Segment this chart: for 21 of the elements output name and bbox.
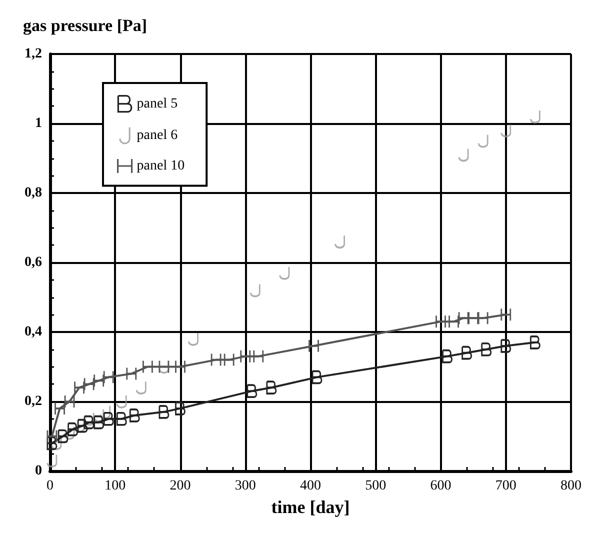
x-tick-label: 500 bbox=[365, 478, 386, 494]
x-tick-label: 600 bbox=[430, 478, 452, 494]
x-tick-label: 800 bbox=[560, 478, 582, 494]
x-tick-label: 200 bbox=[170, 478, 191, 494]
y-tick-label: 0,8 bbox=[24, 186, 42, 200]
x-tick-label: 700 bbox=[495, 478, 516, 494]
legend-label: panel 10 bbox=[136, 158, 185, 174]
legend-label: panel 5 bbox=[136, 96, 178, 112]
y-tick-label: 0,2 bbox=[24, 394, 42, 409]
y-tick-label: 0,4 bbox=[24, 324, 42, 340]
chart-title: gas pressure [Pa] bbox=[23, 16, 148, 35]
x-tick-label: 400 bbox=[300, 478, 321, 494]
x-tick-label: 100 bbox=[104, 478, 126, 494]
x-tick-label: 0 bbox=[46, 478, 54, 494]
y-tick-label: 0 bbox=[35, 464, 42, 478]
y-tick-label: 1 bbox=[35, 116, 42, 131]
x-axis-title: time [day] bbox=[271, 496, 350, 517]
x-tick-label: 300 bbox=[234, 478, 256, 494]
y-tick-label: 0,6 bbox=[24, 255, 42, 270]
legend-label: panel 6 bbox=[136, 128, 178, 143]
y-tick-label: 1,2 bbox=[24, 46, 42, 62]
